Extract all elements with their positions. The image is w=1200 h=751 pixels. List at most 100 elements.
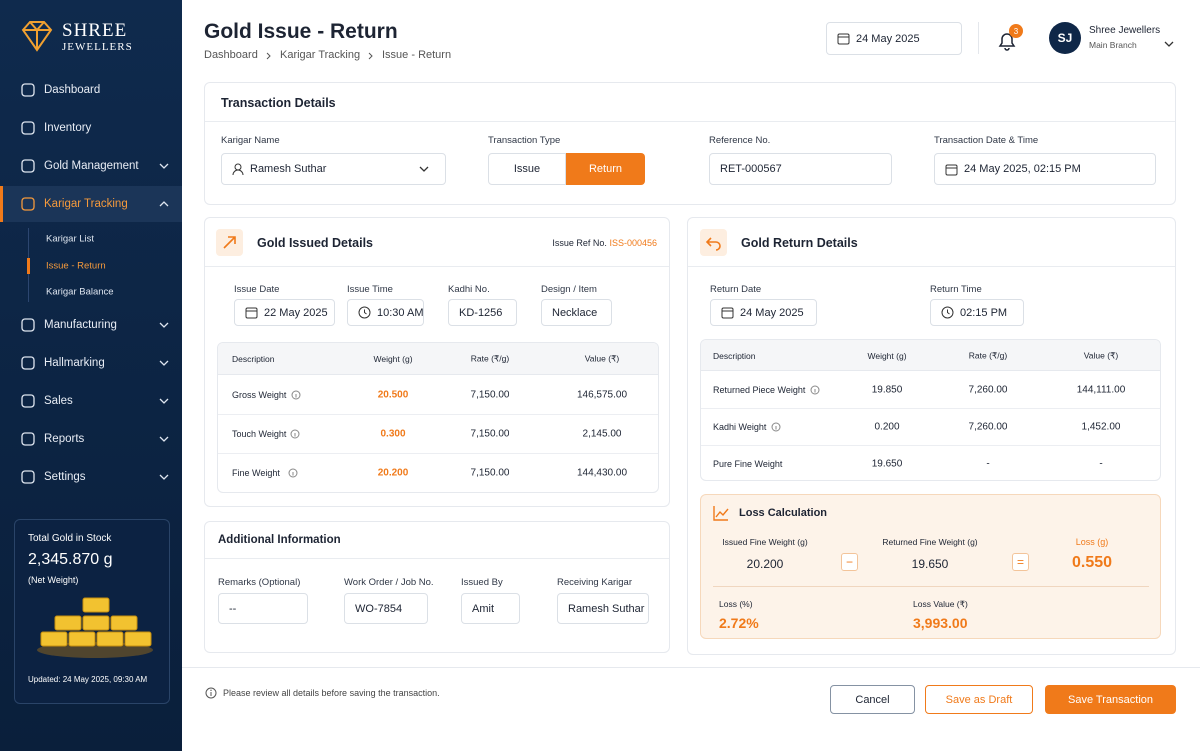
chevron bbox=[159, 201, 169, 207]
nav-label[interactable]: Dashboard bbox=[44, 84, 101, 96]
additional-card: Additional Information Remarks (Optional… bbox=[204, 521, 670, 653]
field-value: 24 May 2025, 02:15 PM bbox=[964, 163, 1081, 175]
table-cell: 146,575.00 bbox=[576, 389, 628, 400]
breadcrumb-item[interactable]: Dashboard bbox=[204, 49, 258, 61]
row-divider bbox=[701, 445, 1160, 446]
field-value: -- bbox=[229, 602, 237, 615]
table-cell: - bbox=[1099, 458, 1103, 469]
reference-input[interactable]: RET-000567 bbox=[709, 153, 892, 185]
loss-label: Loss (g) bbox=[1075, 537, 1109, 547]
nav-label[interactable]: Gold Management bbox=[44, 160, 139, 172]
table-cell: 7,150.00 bbox=[470, 389, 510, 400]
table-cell: 20.500 bbox=[377, 389, 409, 400]
cancel-button[interactable]: Cancel bbox=[830, 685, 915, 714]
field-label: Receiving Karigar bbox=[557, 577, 632, 588]
table-cell: 7,260.00 bbox=[968, 384, 1008, 395]
table-header-bg bbox=[218, 343, 658, 375]
table-cell: 1,452.00 bbox=[1081, 421, 1121, 432]
bell-icon[interactable] bbox=[996, 30, 1018, 52]
breadcrumb-item[interactable]: Karigar Tracking bbox=[280, 49, 361, 61]
datetime-input[interactable]: 24 May 2025, 02:15 PM bbox=[934, 153, 1156, 185]
divider bbox=[205, 121, 1175, 122]
nav-icon bbox=[21, 318, 35, 332]
field-value: Ramesh Suthar bbox=[568, 602, 645, 615]
draft-button[interactable]: Save as Draft bbox=[925, 685, 1033, 714]
field-input[interactable]: Necklace bbox=[541, 299, 612, 326]
gold-bars bbox=[37, 597, 153, 658]
chart-icon bbox=[713, 506, 729, 521]
nav-label[interactable]: Karigar Tracking bbox=[44, 198, 128, 210]
field-input[interactable]: Amit bbox=[461, 593, 520, 624]
field-input[interactable]: Ramesh Suthar bbox=[557, 593, 649, 624]
issued-card: Gold Issued Details Issue Ref No. ISS-00… bbox=[204, 217, 670, 507]
loss-value: 2.72% bbox=[719, 615, 759, 631]
nav-label[interactable]: Sales bbox=[44, 395, 73, 407]
sub-nav-label[interactable]: Karigar Balance bbox=[46, 286, 114, 298]
table-cell: 0.300 bbox=[380, 428, 406, 439]
field-input[interactable]: 22 May 2025 bbox=[234, 299, 335, 326]
table-cell: 0.200 bbox=[874, 421, 900, 432]
page-title: Gold Issue - Return bbox=[204, 20, 398, 43]
nav-label[interactable]: Reports bbox=[44, 433, 85, 445]
table-cell: 7,150.00 bbox=[470, 467, 510, 478]
loss-label: Loss Value (₹) bbox=[913, 599, 968, 609]
nav-label[interactable]: Settings bbox=[44, 471, 86, 483]
save-button[interactable]: Save Transaction bbox=[1045, 685, 1176, 714]
ref-label: Issue Ref No. bbox=[552, 238, 607, 248]
row-divider bbox=[218, 414, 658, 415]
loss-label: Issued Fine Weight (g) bbox=[722, 537, 808, 547]
row-divider bbox=[701, 408, 1160, 409]
table-cell: Returned Piece Weight bbox=[713, 384, 806, 395]
field-label: Karigar Name bbox=[221, 135, 280, 146]
chevron bbox=[159, 322, 169, 328]
karigar-select[interactable]: Ramesh Suthar bbox=[221, 153, 446, 185]
field-input[interactable]: 10:30 AM bbox=[347, 299, 424, 326]
return-card: Gold Return Details Description Weight (g… bbox=[687, 217, 1176, 655]
table-cell: 2,145.00 bbox=[582, 428, 622, 439]
chevron bbox=[419, 166, 429, 172]
notification-badge: 3 bbox=[1009, 24, 1023, 38]
field-input[interactable]: WO-7854 bbox=[344, 593, 428, 624]
field-value: 24 May 2025 bbox=[740, 306, 804, 319]
table-cell: - bbox=[986, 458, 990, 469]
stock-updated: Updated: 24 May 2025, 09:30 AM bbox=[28, 675, 148, 684]
field-input[interactable]: KD-1256 bbox=[448, 299, 517, 326]
sub-nav-label[interactable]: Karigar List bbox=[46, 233, 95, 245]
toggle-issue[interactable]: Issue bbox=[488, 153, 566, 185]
nav-label[interactable]: Hallmarking bbox=[44, 357, 105, 369]
stock-value: 2,345.870 g bbox=[28, 551, 113, 568]
info-icon bbox=[771, 422, 781, 431]
chevron bbox=[159, 360, 169, 366]
table-cell: Touch Weight bbox=[232, 428, 287, 439]
table-header-bg bbox=[701, 340, 1160, 371]
nav-label[interactable]: Inventory bbox=[44, 122, 92, 134]
nav-active-bg bbox=[0, 186, 182, 222]
loss-title: Loss Calculation bbox=[739, 507, 828, 519]
nav-icon bbox=[21, 432, 35, 446]
nav-label[interactable]: Manufacturing bbox=[44, 319, 117, 331]
footer-divider bbox=[182, 667, 1200, 668]
table-cell: 144,430.00 bbox=[576, 467, 628, 478]
nav: Dashboard Inventory Gold Management Karigar… bbox=[0, 0, 182, 510]
chevron bbox=[159, 474, 169, 480]
divider bbox=[205, 266, 669, 267]
logo-icon bbox=[21, 21, 53, 52]
transaction-card: Transaction Details Karigar Name Ramesh … bbox=[204, 82, 1176, 205]
issue-ref: Issue Ref No. ISS-000456 bbox=[552, 238, 657, 248]
sub-nav-label[interactable]: Issue - Return bbox=[46, 260, 106, 272]
avatar[interactable]: SJ bbox=[1049, 22, 1081, 54]
user-branch: Main Branch bbox=[1089, 40, 1137, 50]
toggle-return[interactable]: Return bbox=[566, 153, 645, 185]
table-cell: Pure Fine Weight bbox=[713, 458, 783, 469]
field-input[interactable]: 24 May 2025 bbox=[710, 299, 817, 326]
field-value: 22 May 2025 bbox=[264, 306, 328, 319]
info-icon bbox=[288, 468, 298, 477]
date-picker[interactable]: 24 May 2025 bbox=[826, 22, 962, 55]
divider bbox=[713, 586, 1149, 587]
field-input[interactable]: -- bbox=[218, 593, 308, 624]
issued-table: Description Weight (g) Rate (₹/g) Value (₹)… bbox=[217, 342, 659, 493]
loss-value: 3,993.00 bbox=[913, 615, 968, 631]
breadcrumb-separator bbox=[368, 52, 373, 60]
field-input[interactable]: 02:15 PM bbox=[930, 299, 1024, 326]
footer-note: Please review all details before saving … bbox=[223, 688, 440, 698]
